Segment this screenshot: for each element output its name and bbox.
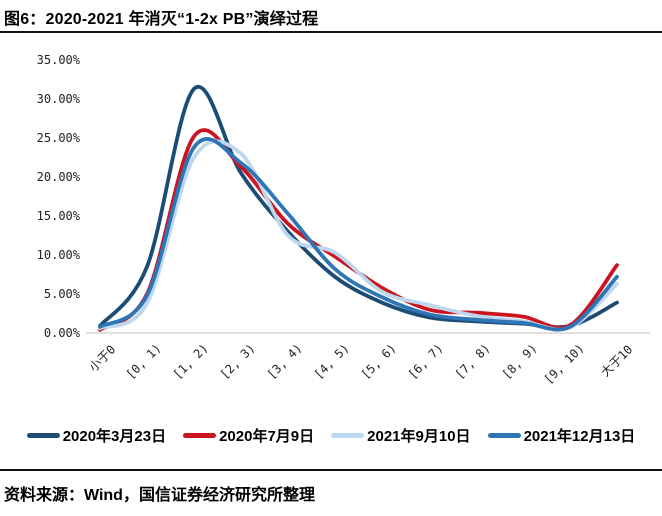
- legend-item-2: 2021年9月10日: [331, 425, 471, 446]
- legend-label: 2021年12月13日: [523, 428, 636, 445]
- legend-item-1: 2020年7月9日: [183, 425, 314, 446]
- y-axis-tick-label: 30.00%: [36, 92, 80, 106]
- legend-line-marker: [331, 433, 365, 438]
- y-axis-tick-label: 20.00%: [36, 170, 80, 184]
- y-axis-tick-label: 35.00%: [36, 53, 80, 67]
- title-divider: [0, 31, 662, 33]
- legend-label: 2020年3月23日: [62, 428, 167, 445]
- legend-label: 2021年9月10日: [367, 428, 471, 445]
- series-line-1: [98, 128, 619, 332]
- y-axis-tick-label: 15.00%: [36, 209, 80, 223]
- y-axis-tick-label: 5.00%: [43, 287, 80, 301]
- legend-line-marker: [26, 433, 60, 438]
- source-note: 资料来源：Wind，国信证券经济研究所整理: [4, 487, 315, 504]
- legend-item-0: 2020年3月23日: [26, 425, 167, 446]
- y-axis-tick-label: 10.00%: [36, 248, 80, 262]
- figure-title: 图6：2020-2021 年消灭“1-2x PB”演绎过程: [4, 11, 319, 28]
- chart-legend: 2020年3月23日 2020年7月9日 2021年9月10日 2021年12月13日: [0, 425, 662, 446]
- series-line-3: [98, 137, 619, 332]
- source-divider: [0, 469, 662, 471]
- y-axis-tick-label: 0.00%: [43, 326, 80, 340]
- y-axis-tick-label: 25.00%: [36, 131, 80, 145]
- series-line-2: [98, 139, 619, 332]
- legend-item-3: 2021年12月13日: [487, 425, 636, 446]
- legend-label: 2020年7月9日: [219, 428, 315, 445]
- line-chart: [86, 84, 650, 334]
- legend-line-marker: [183, 433, 217, 438]
- legend-line-marker: [487, 433, 521, 438]
